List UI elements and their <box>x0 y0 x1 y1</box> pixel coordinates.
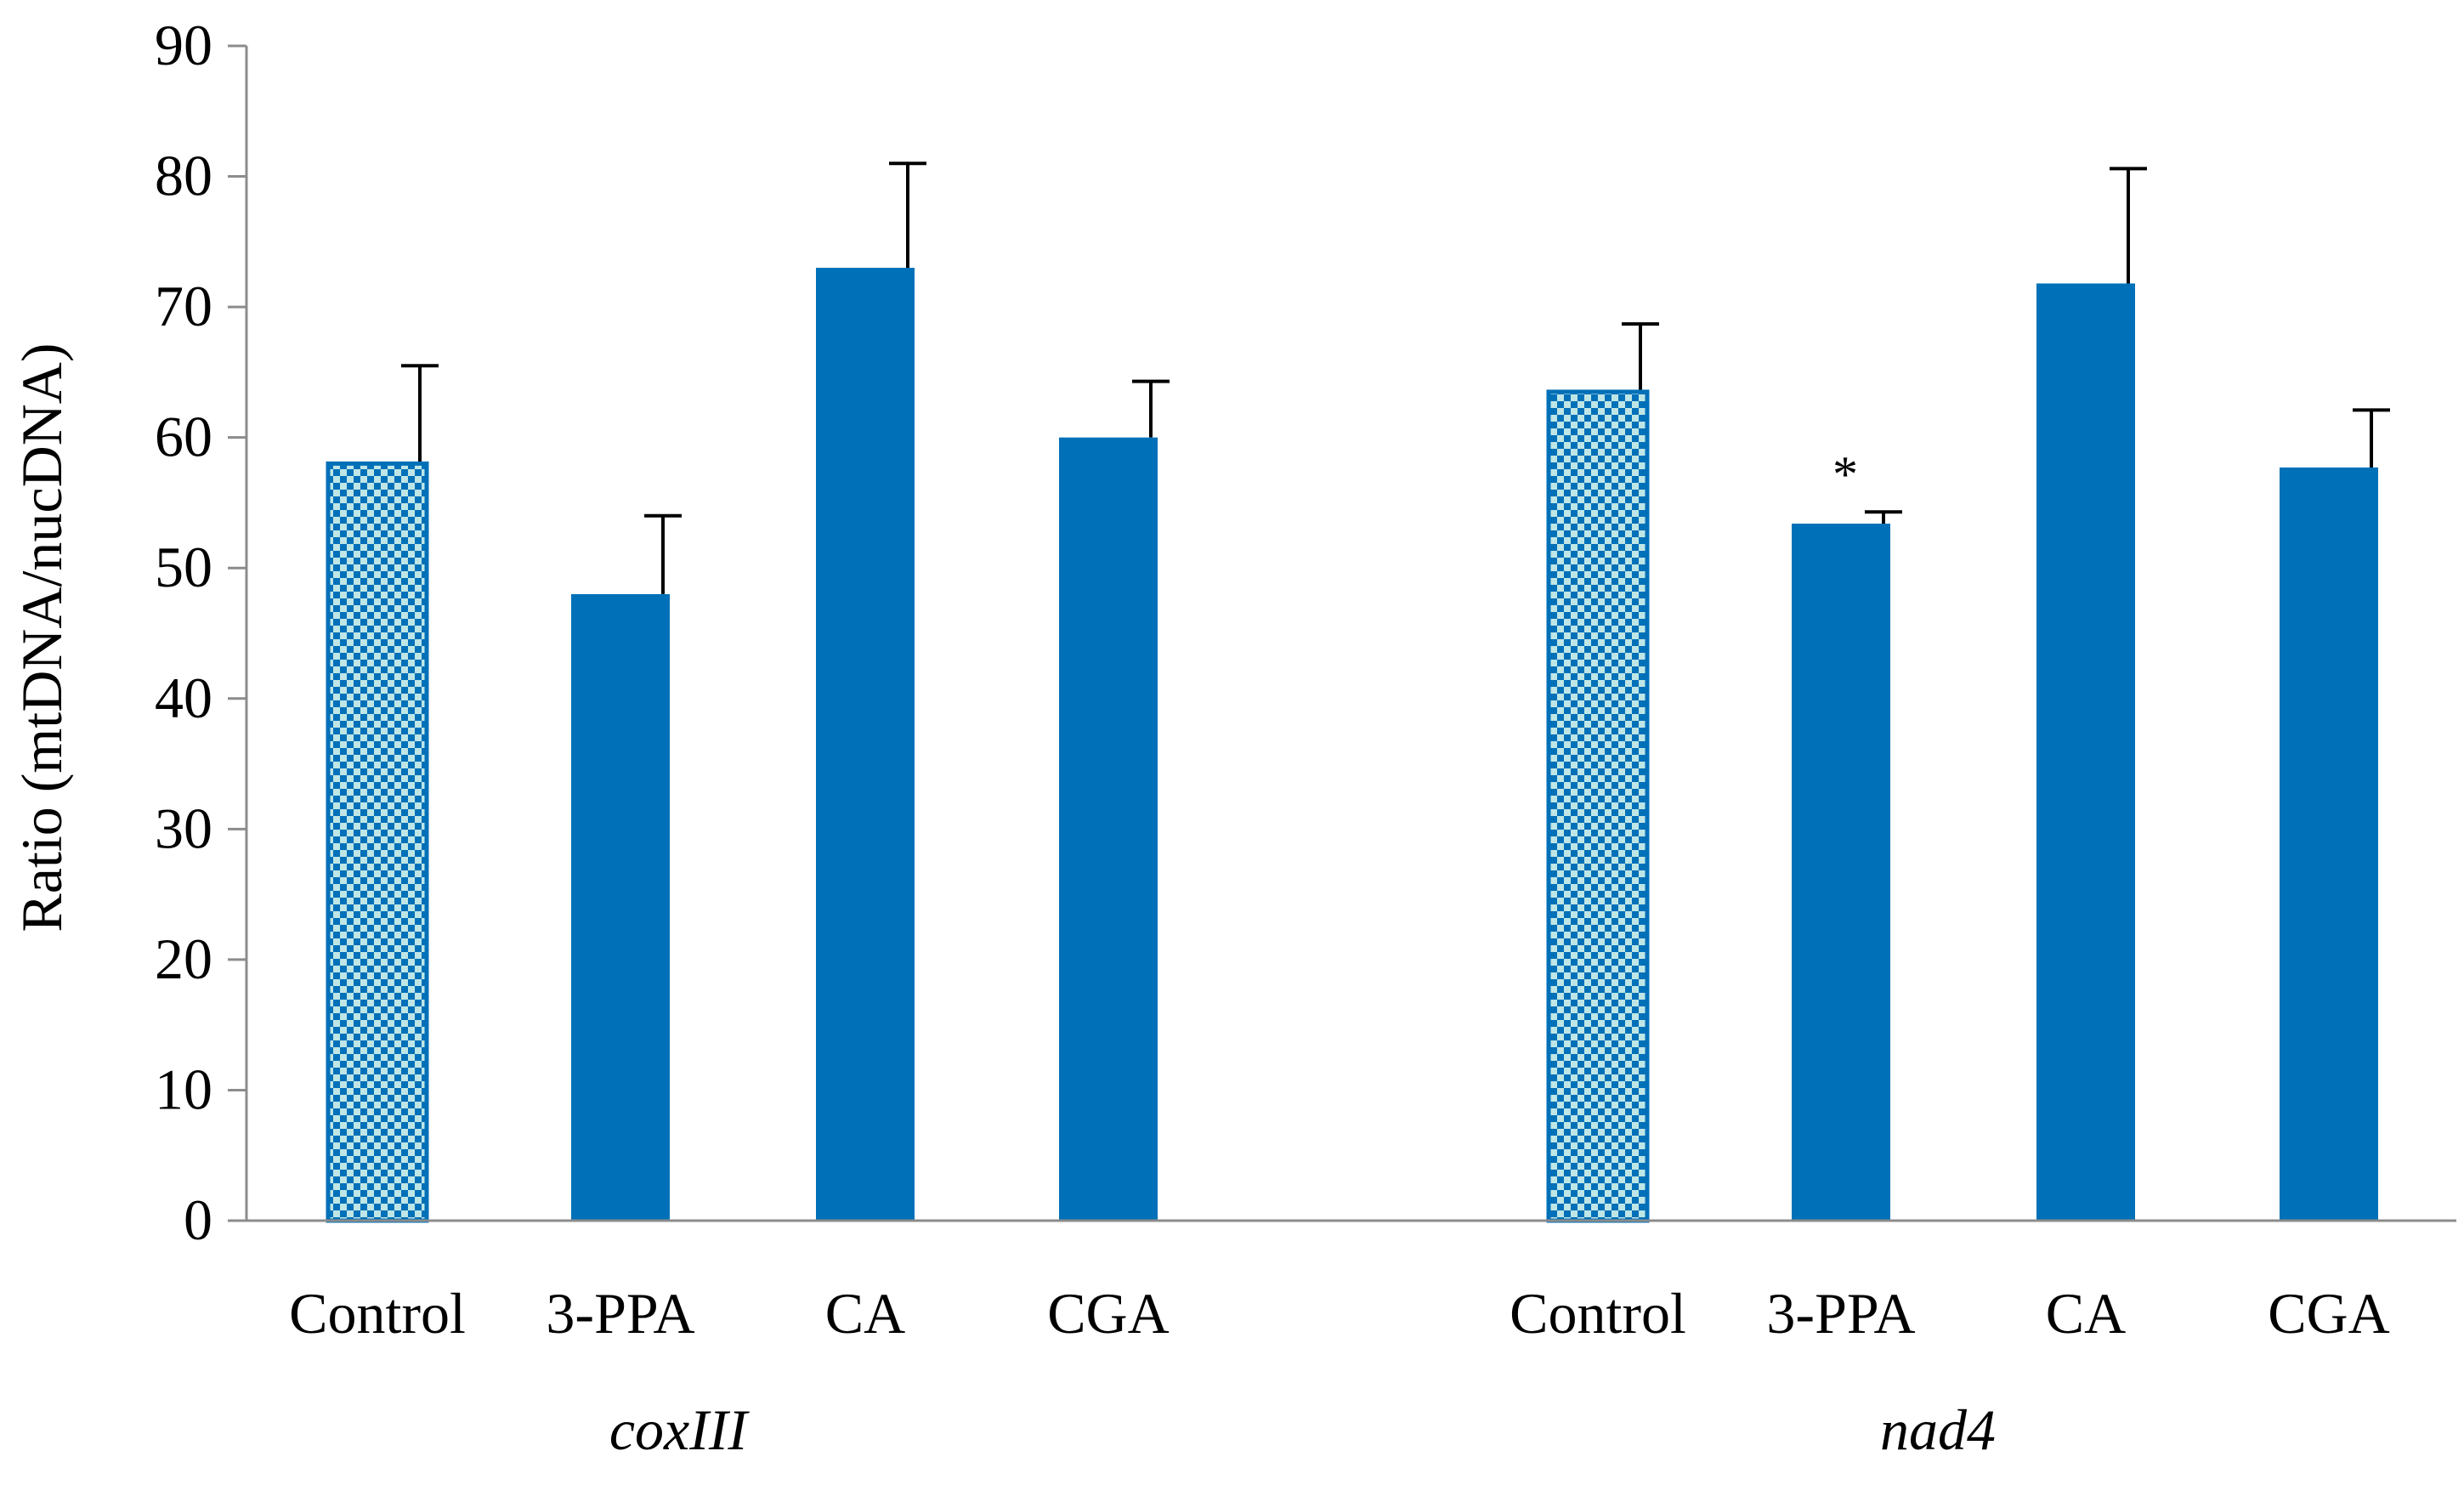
y-tick-label: 10 <box>155 1057 212 1121</box>
x-axis: Control 3-PPA CA CGA coxIII Control 3-PPA CA CGA… <box>246 1219 2456 1462</box>
y-tick-label: 20 <box>155 927 212 991</box>
x-category-label: CGA <box>2268 1281 2390 1346</box>
y-axis-title: Ratio (mtDNA/nucDNA) <box>9 343 74 932</box>
bar-coxIII-Control <box>326 461 429 1223</box>
bars: * <box>326 162 2390 1223</box>
bar-nad4-3-PPA <box>1792 524 1890 1221</box>
x-category-label: CGA <box>1047 1281 1170 1346</box>
y-tick-label: 60 <box>155 405 212 469</box>
y-axis: 0 10 20 30 40 50 60 70 80 90 <box>155 13 248 1252</box>
x-category-label: CA <box>825 1281 905 1346</box>
group-label-nad4: nad4 <box>1880 1397 1996 1462</box>
x-category-label: Control <box>289 1281 466 1346</box>
x-category-label: 3-PPA <box>1766 1281 1915 1346</box>
bar-coxIII-3-PPA <box>571 593 670 1221</box>
bar-coxIII-CGA <box>1059 437 1158 1221</box>
bar-nad4-Control <box>1546 389 1650 1223</box>
y-tick-label: 70 <box>155 274 212 338</box>
x-category-label: Control <box>1510 1281 1686 1346</box>
y-tick-label: 90 <box>155 13 212 77</box>
y-tick-label: 40 <box>155 666 212 730</box>
bar-coxIII-CA <box>816 268 915 1221</box>
significance-marker: * <box>1832 446 1858 502</box>
y-tick-label: 0 <box>184 1187 212 1252</box>
bar-nad4-CA <box>2036 283 2135 1221</box>
y-tick-label: 50 <box>155 535 212 599</box>
group-label-coxIII: coxIII <box>609 1397 751 1462</box>
x-category-label: CA <box>2046 1281 2126 1346</box>
x-category-label: 3-PPA <box>546 1281 694 1346</box>
bar-nad4-CGA <box>2280 467 2378 1221</box>
y-tick-label: 30 <box>155 796 212 860</box>
y-tick-label: 80 <box>155 144 212 208</box>
